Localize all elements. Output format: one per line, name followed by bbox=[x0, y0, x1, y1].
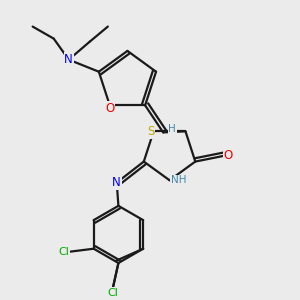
Text: H: H bbox=[168, 124, 176, 134]
Text: S: S bbox=[147, 125, 154, 138]
Text: N: N bbox=[112, 176, 121, 189]
Text: NH: NH bbox=[171, 175, 186, 185]
Text: N: N bbox=[64, 53, 73, 66]
Text: O: O bbox=[105, 102, 114, 115]
Text: Cl: Cl bbox=[107, 288, 118, 298]
Text: Cl: Cl bbox=[58, 247, 69, 257]
Text: O: O bbox=[224, 149, 233, 162]
